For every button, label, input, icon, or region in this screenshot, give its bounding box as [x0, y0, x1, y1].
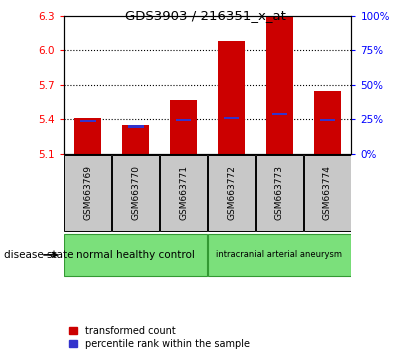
Text: GSM663771: GSM663771 [179, 165, 188, 221]
Bar [175, 119, 192, 121]
Text: GSM663772: GSM663772 [227, 165, 236, 221]
Bar [256, 155, 303, 231]
Text: GSM663773: GSM663773 [275, 165, 284, 221]
Text: GSM663774: GSM663774 [323, 165, 332, 221]
Bar [218, 41, 245, 154]
Bar [272, 113, 287, 115]
Bar [208, 155, 255, 231]
Bar [128, 125, 143, 127]
Bar [64, 234, 207, 275]
Bar [314, 91, 341, 154]
Bar [122, 125, 149, 154]
Bar [160, 155, 207, 231]
Text: GSM663769: GSM663769 [83, 165, 92, 221]
Bar [171, 101, 197, 154]
Bar [224, 117, 240, 119]
Text: intracranial arterial aneurysm: intracranial arterial aneurysm [217, 250, 342, 259]
Text: normal healthy control: normal healthy control [76, 250, 195, 260]
Bar [304, 155, 351, 231]
Bar [112, 155, 159, 231]
Bar [266, 16, 293, 154]
Legend: transformed count, percentile rank within the sample: transformed count, percentile rank withi… [69, 326, 250, 349]
Bar [74, 118, 101, 154]
Bar [208, 234, 351, 275]
Bar [64, 155, 111, 231]
Bar [80, 120, 96, 122]
Text: disease state: disease state [4, 250, 74, 260]
Text: GDS3903 / 216351_x_at: GDS3903 / 216351_x_at [125, 9, 286, 22]
Text: GSM663770: GSM663770 [131, 165, 140, 221]
Bar [319, 119, 335, 121]
